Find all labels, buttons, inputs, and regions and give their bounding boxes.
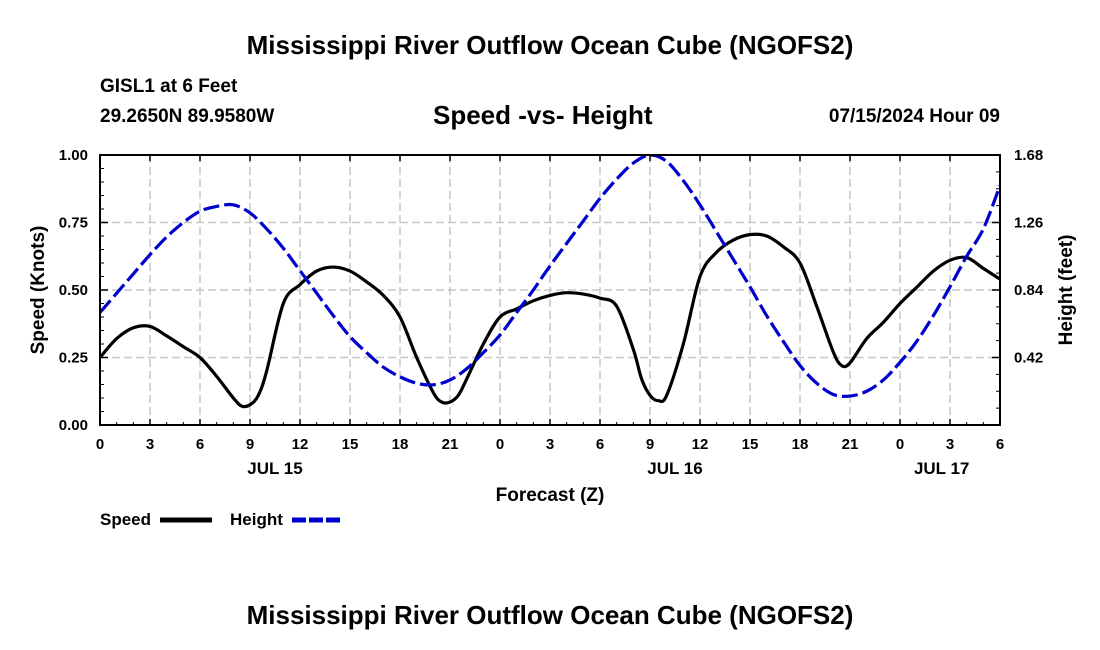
legend-label-height: Height — [230, 510, 283, 529]
y-tick-label-right: 0.42 — [1014, 350, 1043, 367]
y-tick-label-left: 0.00 — [59, 417, 88, 434]
x-tick-label: 15 — [742, 436, 759, 453]
forecast-datetime: 07/15/2024 Hour 09 — [828, 106, 1000, 127]
y-tick-label-left: 0.25 — [59, 350, 88, 367]
y-tick-label-left: 1.00 — [59, 147, 88, 164]
x-axis-label: Forecast (Z) — [496, 485, 605, 506]
legend-label-speed: Speed — [100, 510, 151, 529]
series-line-speed — [100, 232, 1000, 409]
x-tick-label: 0 — [896, 436, 904, 453]
x-tick-label: 6 — [196, 436, 204, 453]
axis-ticks: 0 3 6 9 12 15 18 21 0 3 6 9 12 15 18 21 0 3 6 JUL 15 JUL 16 J… — [59, 147, 1044, 478]
x-tick-label: 21 — [842, 436, 859, 453]
x-tick-label: 3 — [546, 436, 554, 453]
y-axis-label-left: Speed (Knots) — [28, 226, 49, 355]
y-tick-label-left: 0.50 — [59, 282, 88, 299]
x-tick-label: 18 — [792, 436, 809, 453]
x-tick-label: 9 — [646, 436, 654, 453]
x-tick-label: 6 — [996, 436, 1004, 453]
x-tick-label: 3 — [146, 436, 154, 453]
page-title: Mississippi River Outflow Ocean Cube (NG… — [246, 30, 854, 60]
x-tick-label: 12 — [292, 436, 309, 453]
x-tick-label: 0 — [96, 436, 104, 453]
grid-lines — [100, 154, 1000, 425]
series-layer — [100, 155, 1000, 409]
x-tick-label: 3 — [946, 436, 954, 453]
station-name: GISL1 at 6 Feet — [100, 76, 238, 97]
y-tick-label-right: 0.84 — [1014, 282, 1044, 299]
y-tick-label-right: 1.26 — [1014, 215, 1043, 232]
x-tick-label: 9 — [246, 436, 254, 453]
x-tick-label: 15 — [342, 436, 359, 453]
x-date-label: JUL 17 — [914, 459, 969, 478]
chart-subtitle: Speed -vs- Height — [433, 100, 653, 130]
y-tick-label-right: 1.68 — [1014, 147, 1043, 164]
legend: Speed Height — [100, 510, 342, 529]
station-coordinates: 29.2650N 89.9580W — [100, 106, 275, 127]
y-axis-label-right: Height (feet) — [1056, 235, 1077, 346]
x-tick-label: 21 — [442, 436, 459, 453]
x-tick-label: 0 — [496, 436, 504, 453]
x-date-label: JUL 16 — [647, 459, 702, 478]
footer-title: Mississippi River Outflow Ocean Cube (NG… — [246, 600, 854, 630]
series-line-height — [100, 155, 1000, 398]
y-tick-label-left: 0.75 — [59, 215, 88, 232]
x-tick-label: 18 — [392, 436, 409, 453]
x-date-label: JUL 15 — [247, 459, 302, 478]
x-tick-label: 6 — [596, 436, 604, 453]
x-tick-label: 12 — [692, 436, 709, 453]
